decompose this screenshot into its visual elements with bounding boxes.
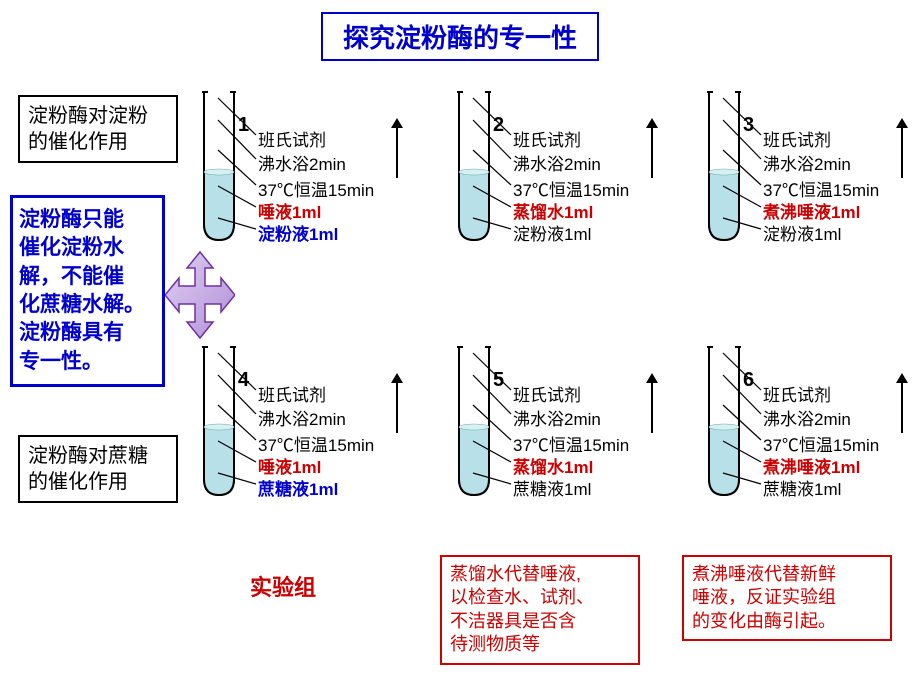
- tube-2: 2 班氏试剂沸水浴2min37℃恒温15min蒸馏水1ml淀粉液1ml: [455, 90, 675, 250]
- note-right-box: 煮沸唾液代替新鲜 唾液，反证实验组 的变化由酶引起。: [682, 555, 892, 641]
- desc-bottom-text: 淀粉酶对蔗糖 的催化作用: [28, 445, 148, 493]
- step-label-5: 蔗糖液1ml: [513, 475, 591, 500]
- step-label-2: 沸水浴2min: [258, 405, 346, 430]
- conclusion-box: 淀粉酶只能 催化淀粉水 解，不能催 化蔗糖水解。 淀粉酶具有 专一性。: [10, 195, 165, 387]
- tube-6: 6 班氏试剂沸水浴2min37℃恒温15min煮沸唾液1ml蔗糖液1ml: [705, 345, 920, 505]
- note-right-text: 煮沸唾液代替新鲜 唾液，反证实验组 的变化由酶引起。: [692, 564, 836, 631]
- cross-arrow-icon: [165, 250, 235, 340]
- step-label-1: 班氏试剂: [258, 381, 326, 406]
- step-label-1: 班氏试剂: [763, 381, 831, 406]
- tube-4: 4 班氏试剂沸水浴2min37℃恒温15min唾液1ml蔗糖液1ml: [200, 345, 420, 505]
- tube-3: 3 班氏试剂沸水浴2min37℃恒温15min煮沸唾液1ml淀粉液1ml: [705, 90, 920, 250]
- step-label-5: 淀粉液1ml: [763, 220, 841, 245]
- step-label-2: 沸水浴2min: [763, 150, 851, 175]
- step-label-2: 沸水浴2min: [513, 405, 601, 430]
- desc-bottom-box: 淀粉酶对蔗糖 的催化作用: [18, 435, 178, 503]
- step-label-1: 班氏试剂: [763, 126, 831, 151]
- step-label-5: 淀粉液1ml: [513, 220, 591, 245]
- note-mid-text: 蒸馏水代替唾液, 以检查水、试剂、 不洁器具是否含 待测物质等: [450, 564, 594, 654]
- step-label-5: 蔗糖液1ml: [763, 475, 841, 500]
- step-label-5: 蔗糖液1ml: [258, 475, 338, 500]
- note-middle-box: 蒸馏水代替唾液, 以检查水、试剂、 不洁器具是否含 待测物质等: [440, 555, 640, 665]
- title-text: 探究淀粉酶的专一性: [343, 23, 577, 53]
- tube-1: 1 班氏试剂沸水浴2min37℃恒温15min唾液1ml淀粉液1ml: [200, 90, 420, 250]
- step-label-2: 沸水浴2min: [258, 150, 346, 175]
- tube-5: 5 班氏试剂沸水浴2min37℃恒温15min蒸馏水1ml蔗糖液1ml: [455, 345, 675, 505]
- step-label-5: 淀粉液1ml: [258, 220, 338, 245]
- step-label-1: 班氏试剂: [513, 126, 581, 151]
- step-label-2: 沸水浴2min: [763, 405, 851, 430]
- desc-top-box: 淀粉酶对淀粉 的催化作用: [18, 95, 178, 163]
- step-label-1: 班氏试剂: [513, 381, 581, 406]
- step-label-2: 沸水浴2min: [513, 150, 601, 175]
- title-box: 探究淀粉酶的专一性: [321, 12, 599, 61]
- step-label-1: 班氏试剂: [258, 126, 326, 151]
- exp-label-text: 实验组: [250, 575, 316, 600]
- desc-top-text: 淀粉酶对淀粉 的催化作用: [28, 105, 148, 153]
- experiment-group-label: 实验组: [250, 570, 316, 602]
- conclusion-text: 淀粉酶只能 催化淀粉水 解，不能催 化蔗糖水解。 淀粉酶具有 专一性。: [19, 208, 145, 373]
